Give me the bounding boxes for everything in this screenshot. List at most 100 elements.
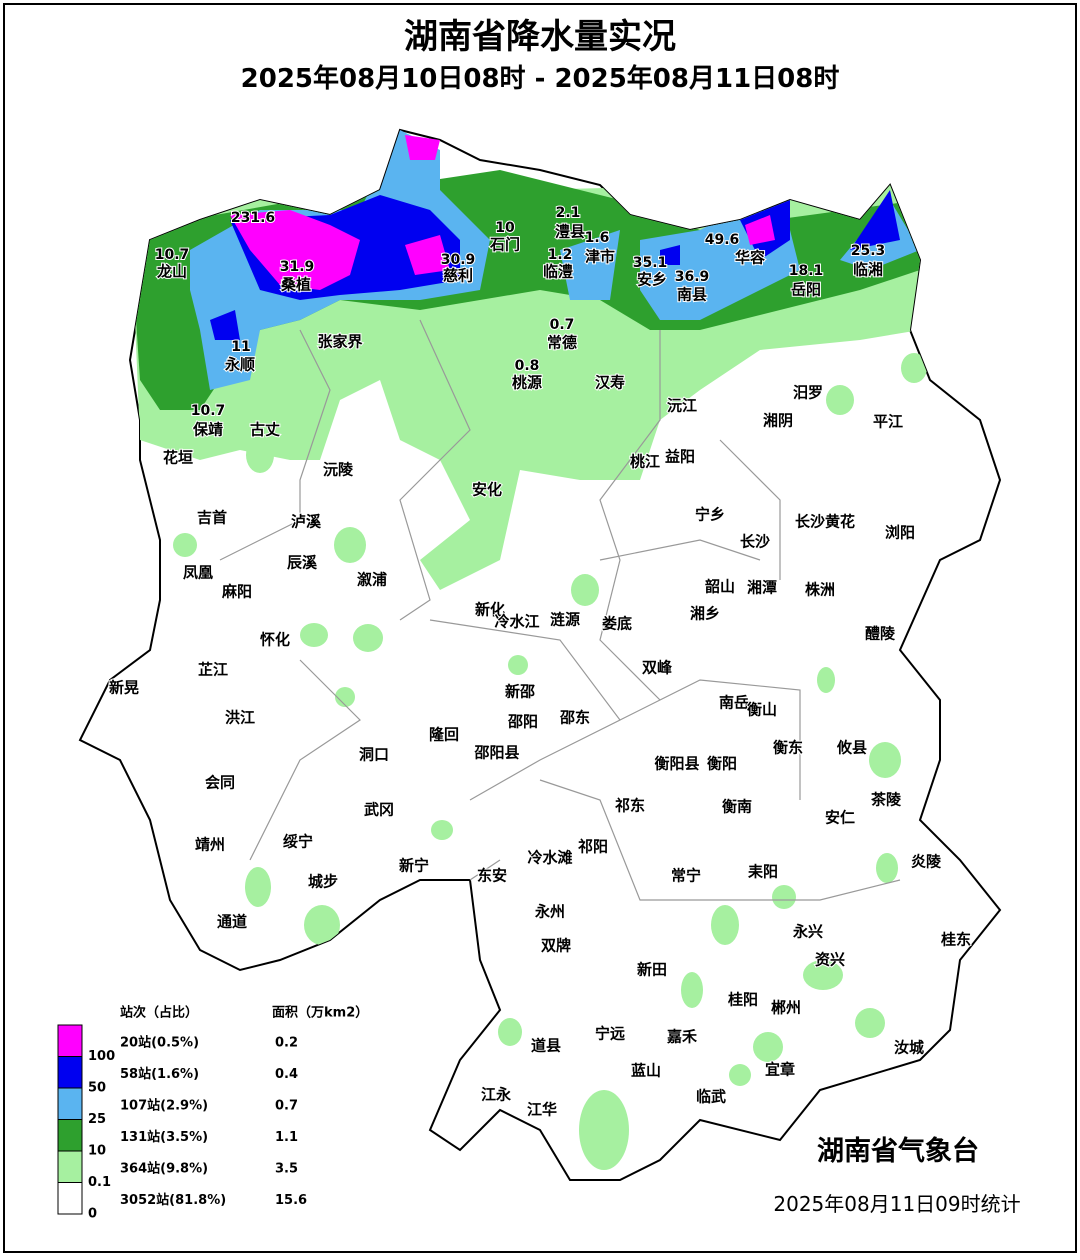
place-label: 东安 [477,867,507,885]
place-label: 麻阳 [221,583,252,601]
place-label: 沅江 [667,397,697,415]
place-label: 新宁 [399,857,429,875]
place-label: 浏阳 [885,524,915,542]
legend-swatch [57,1150,83,1183]
place-label: 茶陵 [871,791,902,809]
legend-header-area: 面积（万km2） [272,1005,368,1021]
rain-reading: 36.9 [675,269,710,285]
place-label: 临湘 [853,261,883,279]
legend-threshold: 10 [88,1144,106,1159]
place-label: 永顺 [224,356,255,374]
legend-swatch [57,1024,83,1057]
legend-count: 20站(0.5%) [120,1034,199,1050]
place-label: 临澧 [543,263,573,281]
place-label: 韶山 [705,578,735,596]
place-label: 衡南 [722,798,752,816]
place-label: 桂东 [940,931,971,949]
place-label: 桂阳 [727,991,758,1009]
place-label: 靖州 [195,836,225,854]
place-label: 株洲 [805,581,835,599]
place-label: 炎陵 [911,853,942,871]
place-label: 石门 [489,236,520,254]
place-label: 汨罗 [793,384,823,402]
place-label: 溆浦 [357,571,387,589]
place-label: 城步 [308,873,338,891]
place-label: 南县 [677,286,707,304]
place-label: 南岳 [719,694,749,712]
place-label: 怀化 [260,631,290,649]
legend-count: 364站(9.8%) [120,1160,208,1176]
place-label: 醴陵 [865,625,896,643]
place-label: 蓝山 [631,1062,661,1080]
legend-area: 1.1 [275,1130,298,1145]
legend-threshold: 0.1 [88,1175,111,1190]
place-label: 湘阴 [763,412,793,430]
legend-threshold: 25 [88,1112,106,1127]
place-label: 会同 [205,774,235,792]
legend-count: 3052站(81.8%) [120,1192,226,1208]
place-label: 衡山 [747,701,777,719]
title: 湖南省降水量实况 [404,17,676,57]
stamp: 2025年08月11日09时统计 [773,1192,1020,1216]
rain-reading: 11 [231,339,250,355]
legend-threshold: 100 [88,1049,115,1064]
place-label: 宁乡 [695,506,725,524]
place-label: 新田 [637,961,667,979]
legend-swatch [57,1056,83,1089]
place-label: 新晃 [109,679,139,697]
place-label: 江永 [481,1086,512,1104]
rain-reading: 2.1 [556,205,581,221]
rain-reading: 10.7 [191,403,226,419]
place-label: 泸溪 [291,513,322,531]
place-label: 湘潭 [747,579,777,597]
place-label: 邵阳县 [473,744,519,762]
place-label: 娄底 [602,615,632,633]
place-label: 张家界 [317,333,362,351]
place-label: 津市 [585,248,615,266]
place-label: 祁东 [615,797,645,815]
place-label: 双牌 [541,937,571,955]
legend-count: 131站(3.5%) [120,1129,208,1145]
rain-reading: 49.6 [705,232,740,248]
place-label: 桃江 [630,453,660,471]
place-label: 双峰 [642,659,673,677]
place-label: 洞口 [359,746,389,764]
place-label: 古丈 [250,421,280,439]
subtitle: 2025年08月10日08时 - 2025年08月11日08时 [241,63,840,94]
place-label: 江华 [527,1101,557,1119]
legend-swatch [57,1119,83,1152]
rain-reading: 25.3 [851,243,886,259]
agency: 湖南省气象台 [817,1135,979,1167]
place-label: 澧县 [555,223,585,241]
place-label: 临武 [696,1088,726,1106]
place-label: 道县 [531,1037,561,1055]
legend-threshold: 0 [88,1207,97,1222]
rain-reading: 1.6 [585,230,610,246]
rain-reading: 0.8 [515,358,540,374]
rain-reading: 18.1 [789,263,824,279]
place-label: 宜章 [765,1061,795,1079]
place-label: 武冈 [364,801,394,819]
place-label: 湘乡 [690,605,720,623]
legend-swatch [57,1182,83,1215]
legend-header-count: 站次（占比） [120,1005,198,1021]
legend-count: 58站(1.6%) [120,1066,199,1082]
place-label: 桃源 [512,374,542,392]
place-label: 冷水江 [494,613,539,631]
legend-threshold: 50 [88,1081,106,1096]
place-label: 安化 [472,481,502,499]
place-label: 安仁 [825,809,855,827]
place-label: 宁远 [595,1025,625,1043]
place-label: 沅陵 [323,461,354,479]
place-label: 衡东 [773,739,803,757]
place-label: 长沙黄花 [795,513,855,531]
place-label: 凤凰 [183,564,213,582]
place-label: 常德 [547,334,577,352]
legend-swatch [57,1087,83,1120]
rain-reading: 35.1 [633,255,668,271]
place-label: 邵阳 [507,713,538,731]
place-label: 益阳 [665,448,695,466]
place-label: 汉寿 [595,374,625,392]
place-label: 吉首 [197,509,227,527]
place-label: 花垣 [163,449,193,467]
